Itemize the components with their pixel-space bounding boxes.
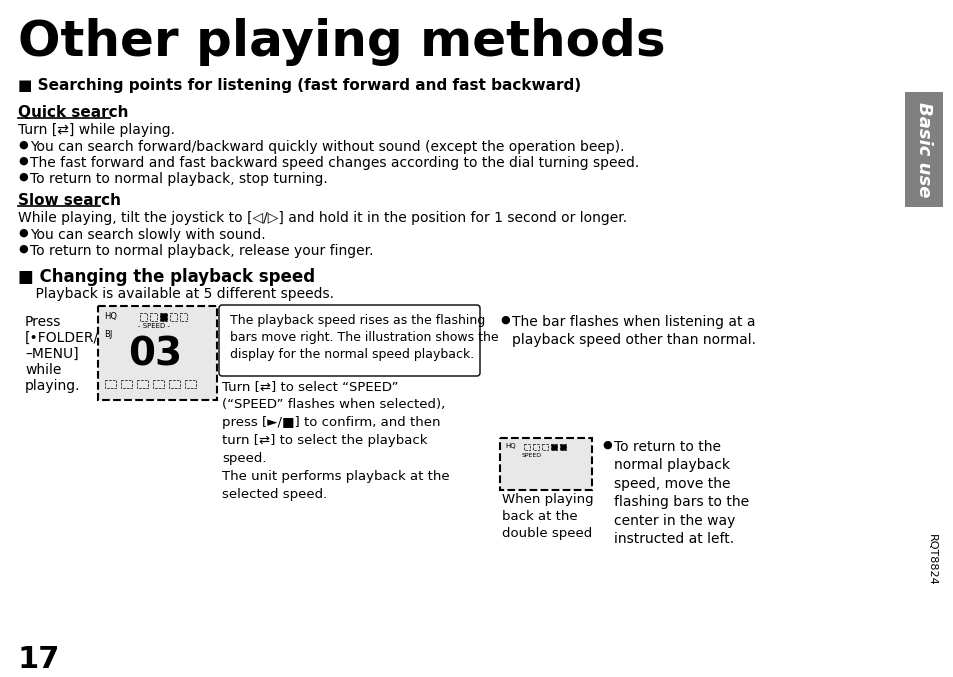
Text: The playback speed rises as the flashing
bars move right. The illustration shows: The playback speed rises as the flashing… — [230, 314, 498, 361]
Bar — [140, 313, 147, 321]
Text: ●: ● — [18, 244, 28, 254]
Bar — [541, 444, 547, 450]
FancyBboxPatch shape — [219, 305, 479, 376]
Text: You can search forward/backward quickly without sound (except the operation beep: You can search forward/backward quickly … — [30, 140, 624, 154]
Text: ●: ● — [18, 172, 28, 182]
Bar — [551, 444, 557, 450]
Text: The fast forward and fast backward speed changes according to the dial turning s: The fast forward and fast backward speed… — [30, 156, 639, 170]
Text: Turn [⇄] while playing.: Turn [⇄] while playing. — [18, 123, 174, 137]
Text: ●: ● — [18, 156, 28, 166]
Bar — [185, 380, 195, 388]
Bar — [160, 313, 167, 321]
FancyBboxPatch shape — [499, 438, 592, 490]
Text: To return to normal playback, release your finger.: To return to normal playback, release yo… — [30, 244, 374, 258]
Text: ●: ● — [18, 228, 28, 238]
Text: ●: ● — [18, 140, 28, 150]
Bar — [105, 380, 116, 388]
Bar — [523, 444, 530, 450]
Text: HQ: HQ — [104, 312, 117, 321]
Text: Quick search: Quick search — [18, 105, 129, 120]
Text: To return to normal playback, stop turning.: To return to normal playback, stop turni… — [30, 172, 328, 186]
Text: Playback is available at 5 different speeds.: Playback is available at 5 different spe… — [18, 287, 334, 301]
Text: RQT8824: RQT8824 — [926, 534, 936, 586]
Text: You can search slowly with sound.: You can search slowly with sound. — [30, 228, 265, 242]
Text: ●: ● — [499, 315, 509, 325]
Text: [•FOLDER/: [•FOLDER/ — [25, 331, 99, 345]
Text: 17: 17 — [18, 645, 60, 674]
Text: while: while — [25, 363, 61, 377]
Text: Slow search: Slow search — [18, 193, 121, 208]
Text: ■ Changing the playback speed: ■ Changing the playback speed — [18, 268, 314, 286]
Bar — [170, 313, 177, 321]
Text: BJ: BJ — [104, 330, 112, 339]
Text: Turn [⇄] to select “SPEED”
(“SPEED” flashes when selected),
press [►/■] to confi: Turn [⇄] to select “SPEED” (“SPEED” flas… — [222, 380, 449, 501]
Text: To return to the
normal playback
speed, move the
flashing bars to the
center in : To return to the normal playback speed, … — [614, 440, 748, 546]
FancyBboxPatch shape — [98, 306, 216, 400]
Text: Press: Press — [25, 315, 61, 329]
Text: SPEED: SPEED — [521, 453, 541, 458]
Text: playing.: playing. — [25, 379, 80, 393]
Bar — [152, 380, 164, 388]
Bar — [150, 313, 157, 321]
Bar — [559, 444, 565, 450]
Text: ■ Searching points for listening (fast forward and fast backward): ■ Searching points for listening (fast f… — [18, 78, 580, 93]
Text: 03: 03 — [128, 336, 182, 374]
Text: - SPEED -: - SPEED - — [138, 323, 170, 329]
Bar — [904, 92, 942, 207]
Text: The bar flashes when listening at a
playback speed other than normal.: The bar flashes when listening at a play… — [512, 315, 755, 347]
Text: While playing, tilt the joystick to [◁/▷] and hold it in the position for 1 seco: While playing, tilt the joystick to [◁/▷… — [18, 211, 626, 225]
Text: –MENU]: –MENU] — [25, 347, 78, 361]
Text: When playing
back at the
double speed: When playing back at the double speed — [501, 493, 593, 540]
Text: Other playing methods: Other playing methods — [18, 18, 665, 66]
Bar — [137, 380, 148, 388]
Bar — [180, 313, 187, 321]
Text: Basic use: Basic use — [914, 102, 932, 197]
Text: HQ: HQ — [504, 443, 515, 449]
Bar — [169, 380, 180, 388]
Bar — [533, 444, 538, 450]
Bar — [121, 380, 132, 388]
Text: ●: ● — [601, 440, 611, 450]
